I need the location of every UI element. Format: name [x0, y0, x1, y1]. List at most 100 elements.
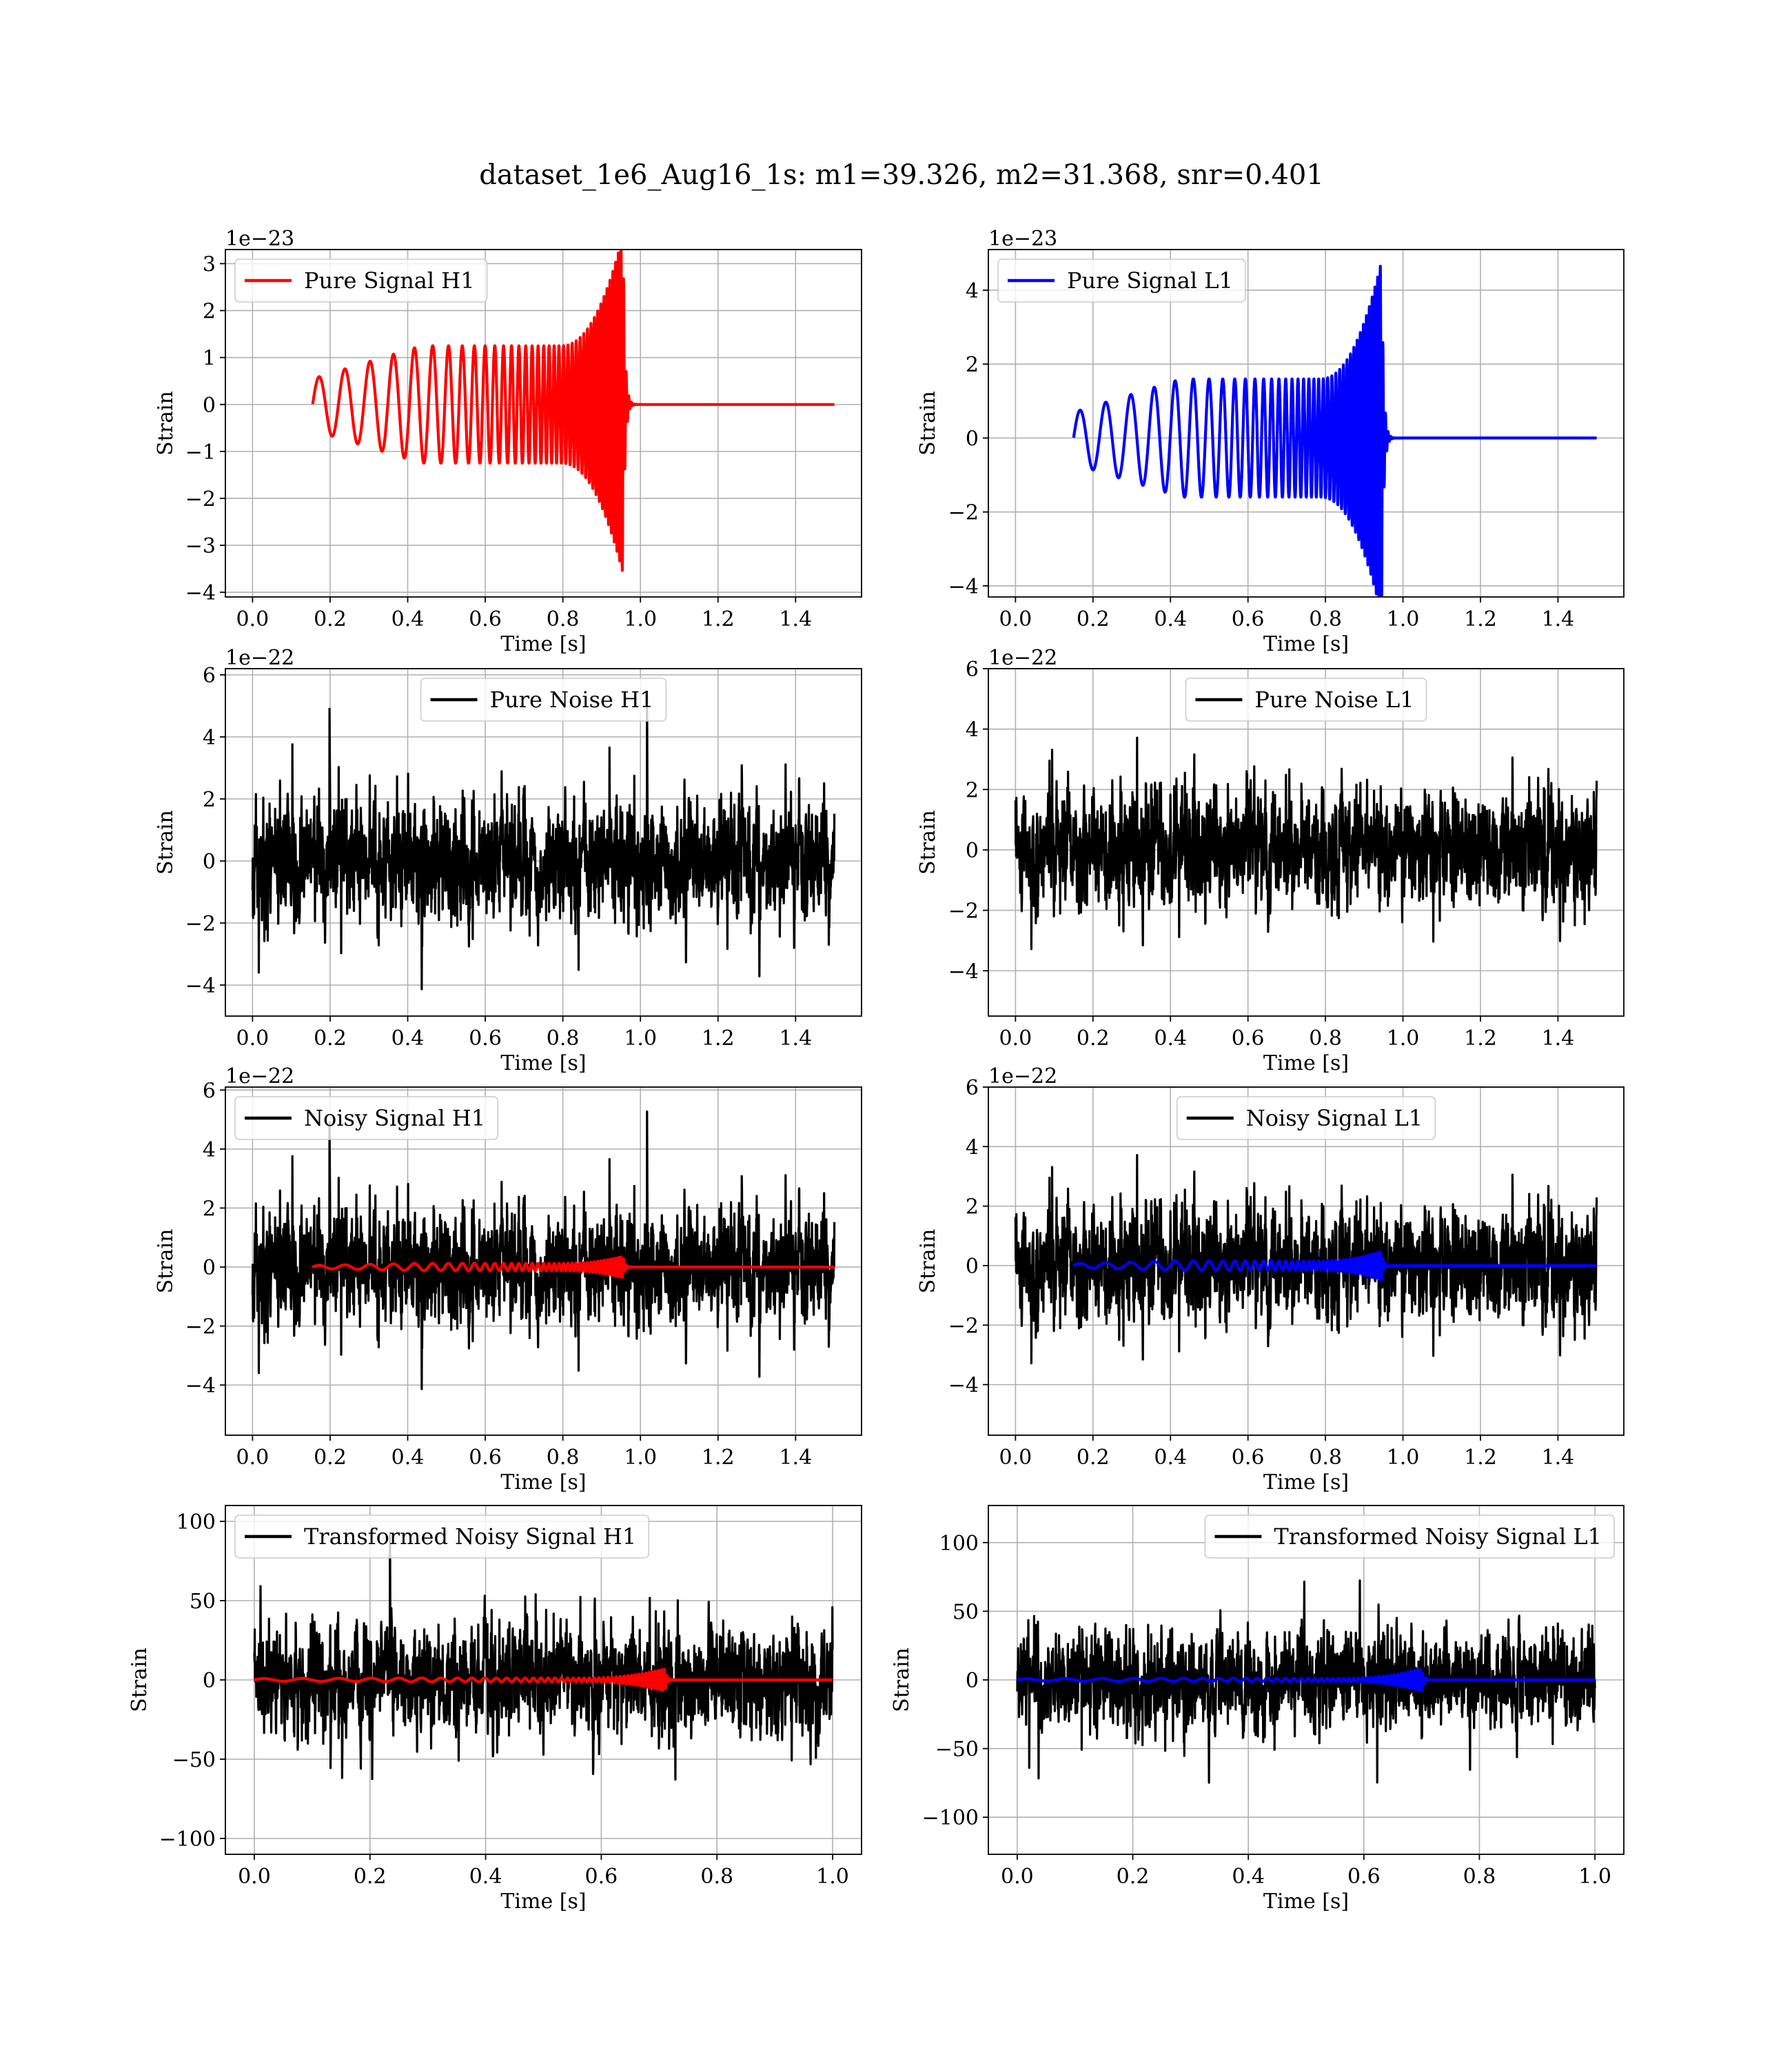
- x-tick-label: 1.0: [624, 1026, 657, 1051]
- y-offset-label: 1e−22: [988, 1064, 1057, 1088]
- y-axis-label: Strain: [916, 391, 940, 456]
- y-tick-label: 0: [203, 1669, 216, 1693]
- series-line-1: [253, 1667, 834, 1692]
- x-tick-label: 0.4: [391, 607, 425, 631]
- x-tick-label: 1.0: [1387, 1446, 1420, 1470]
- x-tick-label: 1.2: [1464, 607, 1497, 631]
- panel-pure-signal-h1: 0.0 0.2 0.4 0.6 0.8 1.0 1.2 1.4 −4 −3 −2 −1 0 1 2 3 Time…: [154, 227, 862, 656]
- x-tick-label: 1.4: [779, 1026, 812, 1051]
- x-tick-label: 1.0: [1387, 607, 1420, 631]
- x-tick-label: 0.2: [1077, 607, 1110, 631]
- x-tick-label: 1.4: [779, 607, 812, 631]
- x-tick-label: 0.6: [469, 1026, 502, 1051]
- y-axis-label: Strain: [154, 810, 178, 875]
- x-tick-label: 0.0: [1001, 1865, 1034, 1889]
- x-tick-label: 0.6: [1232, 607, 1265, 631]
- x-tick-label: 0.6: [469, 607, 502, 631]
- y-tick-label: −2: [948, 900, 979, 924]
- y-tick-label: 4: [966, 1135, 979, 1159]
- x-tick-label: 0.8: [1309, 607, 1342, 631]
- y-tick-label: 4: [966, 718, 979, 742]
- figure-title: dataset_1e6_Aug16_1s: m1=39.326, m2=31.3…: [479, 159, 1324, 191]
- x-tick-label: 0.0: [999, 1026, 1032, 1051]
- y-tick-label: −1: [185, 440, 216, 465]
- axes-frame: [225, 668, 862, 1017]
- x-tick-label: 1.0: [624, 1446, 657, 1470]
- series-line-0: [1014, 1154, 1598, 1365]
- x-tick-label: 0.0: [236, 607, 269, 631]
- legend-label: Transformed Noisy Signal L1: [1274, 1523, 1602, 1550]
- x-tick-label: 0.4: [1232, 1865, 1265, 1889]
- y-tick-label: 0: [966, 839, 979, 863]
- legend: Pure Signal H1: [234, 258, 488, 303]
- x-tick-label: 0.2: [1077, 1026, 1110, 1051]
- x-tick-label: 0.6: [469, 1446, 502, 1470]
- x-tick-label: 0.8: [1463, 1865, 1496, 1889]
- legend-box: [420, 678, 667, 722]
- series-line-1: [1015, 1667, 1597, 1692]
- series-line-1: [1072, 1250, 1598, 1281]
- axes-frame: [225, 1086, 862, 1436]
- legend-label: Noisy Signal H1: [304, 1105, 485, 1131]
- legend: Noisy Signal L1: [1176, 1096, 1436, 1140]
- panel-transformed-noisy-signal-l1: 0.0 0.2 0.4 0.6 0.8 1.0 −100 −50 0 50 100 Time [s] S…: [890, 1505, 1625, 1914]
- x-tick-label: 0.2: [1077, 1446, 1110, 1470]
- y-tick-label: −4: [185, 1374, 216, 1398]
- y-tick-label: 0: [966, 1669, 979, 1693]
- x-tick-label: 0.0: [236, 1026, 269, 1051]
- legend-label: Pure Noise H1: [490, 687, 654, 713]
- panel-pure-signal-l1: 0.0 0.2 0.4 0.6 0.8 1.0 1.2 1.4 −4 −2 0 2 4 Time [s] S…: [916, 227, 1625, 656]
- y-tick-label: 100: [939, 1532, 979, 1556]
- x-tick-label: 0.2: [314, 607, 347, 631]
- y-axis-label: Strain: [154, 391, 178, 456]
- y-offset-label: 1e−22: [225, 1064, 294, 1088]
- x-tick-label: 1.0: [816, 1865, 849, 1889]
- y-tick-label: −2: [185, 1315, 216, 1339]
- x-tick-label: 0.8: [1309, 1026, 1342, 1051]
- series-line-1: [311, 1255, 836, 1279]
- x-tick-label: 0.0: [999, 607, 1032, 631]
- panel-pure-noise-l1: 0.0 0.2 0.4 0.6 0.8 1.0 1.2 1.4 −4 −2 0 2 4 6 Time [s]…: [916, 646, 1625, 1075]
- legend-box: [997, 258, 1246, 303]
- panel-noisy-signal-h1: 0.0 0.2 0.4 0.6 0.8 1.0 1.2 1.4 −4 −2 0 2 4 6 Time [s]…: [154, 1064, 862, 1494]
- axes-frame: [988, 668, 1625, 1017]
- x-axis-label: Time [s]: [500, 1470, 586, 1494]
- x-tick-label: 1.4: [1542, 1026, 1575, 1051]
- y-tick-label: 6: [203, 664, 216, 688]
- y-tick-label: −4: [948, 575, 979, 599]
- y-tick-label: 2: [966, 778, 979, 802]
- y-tick-label: 6: [966, 658, 979, 682]
- x-tick-label: 0.2: [1117, 1865, 1150, 1889]
- y-tick-label: 0: [203, 394, 216, 418]
- legend-label: Pure Noise L1: [1254, 687, 1414, 713]
- legend-label: Transformed Noisy Signal H1: [304, 1523, 636, 1550]
- panel-noisy-signal-l1: 0.0 0.2 0.4 0.6 0.8 1.0 1.2 1.4 −4 −2 0 2 4 6 Time [s]…: [916, 1064, 1625, 1494]
- x-tick-label: 1.4: [1542, 607, 1575, 631]
- series-line-0: [311, 250, 836, 572]
- y-tick-label: 50: [953, 1600, 979, 1624]
- y-tick-label: −4: [185, 974, 216, 998]
- y-tick-label: −2: [948, 501, 979, 525]
- x-tick-label: 1.2: [702, 1026, 735, 1051]
- series-line-0: [1014, 736, 1598, 951]
- y-offset-label: 1e−23: [988, 227, 1057, 251]
- y-tick-label: 100: [176, 1510, 216, 1534]
- x-axis-label: Time [s]: [1263, 632, 1349, 656]
- y-tick-label: 1: [203, 347, 216, 371]
- legend-label: Noisy Signal L1: [1246, 1105, 1423, 1131]
- legend-box: [1185, 678, 1427, 722]
- x-axis-label: Time [s]: [500, 632, 586, 656]
- x-tick-label: 1.4: [779, 1446, 812, 1470]
- x-tick-label: 1.2: [1464, 1026, 1497, 1051]
- y-tick-label: 0: [203, 850, 216, 874]
- legend: Transformed Noisy Signal H1: [234, 1514, 650, 1559]
- legend-box: [1176, 1096, 1436, 1140]
- y-tick-label: −100: [922, 1806, 979, 1830]
- x-axis-label: Time [s]: [1263, 1470, 1349, 1494]
- y-tick-label: −50: [172, 1748, 216, 1772]
- y-tick-label: 2: [966, 353, 979, 377]
- y-tick-label: 2: [203, 788, 216, 812]
- y-offset-label: 1e−23: [225, 227, 294, 251]
- y-tick-label: 0: [966, 1255, 979, 1279]
- x-tick-label: 0.8: [1309, 1446, 1342, 1470]
